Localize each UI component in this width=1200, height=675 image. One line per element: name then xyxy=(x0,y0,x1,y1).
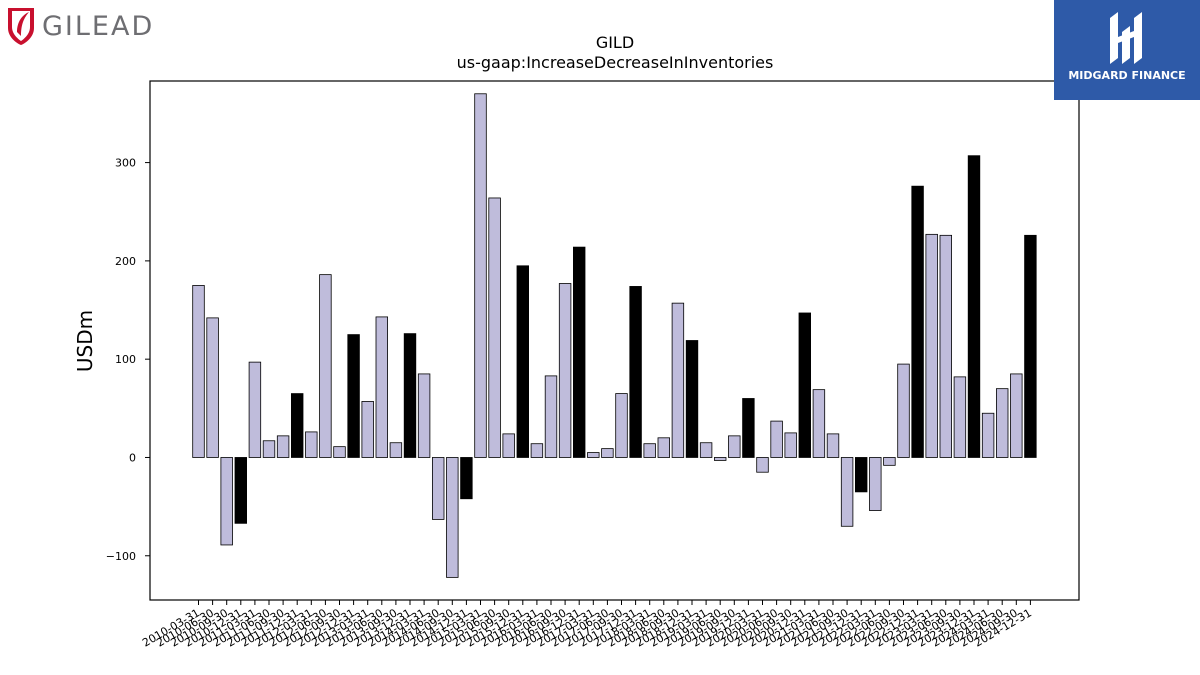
bar-2014-12-31 xyxy=(460,457,473,500)
bar-2023-06-30 xyxy=(939,234,953,458)
y-tick-label: −100 xyxy=(106,550,136,563)
bar-2016-09-30 xyxy=(558,283,572,458)
bar-2022-12-31 xyxy=(911,185,924,458)
bar-2010-09-30 xyxy=(220,457,233,546)
bar-2018-09-30 xyxy=(671,302,685,458)
bar-2018-06-30 xyxy=(657,437,671,458)
bar-2012-12-31 xyxy=(347,334,360,458)
bar-2013-06-30 xyxy=(375,316,389,458)
bar-2021-03-31 xyxy=(812,389,826,458)
bar-2020-03-31 xyxy=(756,457,769,473)
bar-2022-09-30 xyxy=(897,363,910,458)
chart-title: GILD xyxy=(596,33,634,52)
bar-2023-09-30 xyxy=(953,376,967,458)
bar-2019-12-31 xyxy=(742,398,755,458)
bar-2014-03-31 xyxy=(417,373,431,458)
bar-2019-03-31 xyxy=(699,442,713,458)
bar-2019-09-30 xyxy=(728,435,741,458)
bar-2016-12-31 xyxy=(573,246,586,458)
bar-2014-09-30 xyxy=(446,457,459,578)
bars-group xyxy=(192,93,1037,578)
bar-2015-06-30 xyxy=(488,197,501,458)
gilead-logo-text: GILEAD xyxy=(42,10,155,42)
bar-2024-09-30 xyxy=(1010,373,1023,458)
bar-2023-03-31 xyxy=(925,233,938,458)
bar-2022-06-30 xyxy=(883,457,896,466)
bar-2021-12-31 xyxy=(855,457,868,493)
y-ticks-group: −100 0 100 200 300 xyxy=(106,157,150,563)
bar-2011-03-31 xyxy=(248,361,262,458)
bar-2013-12-31 xyxy=(403,333,417,458)
bar-2024-03-31 xyxy=(981,412,995,458)
bar-2010-06-30 xyxy=(206,317,219,458)
bar-2020-09-30 xyxy=(784,432,797,458)
bar-2017-09-30 xyxy=(615,393,628,458)
bar-2020-06-30 xyxy=(770,420,783,458)
gilead-logo: GILEAD xyxy=(6,6,154,46)
bar-2014-06-30 xyxy=(431,457,445,520)
plot-frame xyxy=(149,80,1080,601)
bar-2024-12-31 xyxy=(1024,234,1037,458)
y-tick-label: 0 xyxy=(129,451,136,464)
bar-2011-09-30 xyxy=(276,435,290,458)
bar-2016-06-30 xyxy=(544,375,558,458)
bar-2015-03-31 xyxy=(474,93,487,458)
bar-2024-06-30 xyxy=(996,388,1009,458)
bar-2021-09-30 xyxy=(840,457,854,527)
y-tick-label: 100 xyxy=(115,353,136,366)
bar-2018-12-31 xyxy=(685,340,699,458)
bar-2018-03-31 xyxy=(643,443,656,458)
bar-2010-03-31 xyxy=(192,285,205,458)
bar-2012-06-30 xyxy=(319,274,332,458)
bar-2010-12-31 xyxy=(234,457,248,524)
bar-2017-12-31 xyxy=(629,286,642,458)
bar-2017-06-30 xyxy=(601,448,614,458)
bar-2022-03-31 xyxy=(869,457,882,511)
x-ticks-group: 2010-03-312010-06-302010-09-302010-12-31… xyxy=(140,600,1034,650)
bar-2020-12-31 xyxy=(798,312,812,458)
bar-2016-03-31 xyxy=(530,443,544,458)
chart-subtitle: us-gaap:IncreaseDecreaseInInventories xyxy=(457,53,774,72)
bar-2023-12-31 xyxy=(967,155,981,458)
bar-2015-09-30 xyxy=(502,433,515,458)
bar-2015-12-31 xyxy=(516,265,530,458)
bar-2013-03-31 xyxy=(361,401,374,458)
midgard-finance-logo: MIDGARD FINANCE xyxy=(1054,0,1200,100)
bar-2012-03-31 xyxy=(305,431,318,458)
gilead-shield-icon xyxy=(8,8,34,45)
bar-2021-06-30 xyxy=(826,433,840,458)
bar-2019-06-30 xyxy=(714,457,727,461)
bar-2011-12-31 xyxy=(290,393,304,458)
bar-2013-09-30 xyxy=(389,442,403,458)
bar-2017-03-31 xyxy=(587,452,600,458)
bar-2012-09-30 xyxy=(333,446,346,458)
y-tick-label: 300 xyxy=(115,157,136,170)
bar-2011-06-30 xyxy=(262,440,276,458)
y-axis-label: USDm xyxy=(73,310,97,372)
midgard-emblem-icon xyxy=(1110,12,1142,64)
y-tick-label: 200 xyxy=(115,255,136,268)
midgard-logo-text: MIDGARD FINANCE xyxy=(1068,69,1186,82)
